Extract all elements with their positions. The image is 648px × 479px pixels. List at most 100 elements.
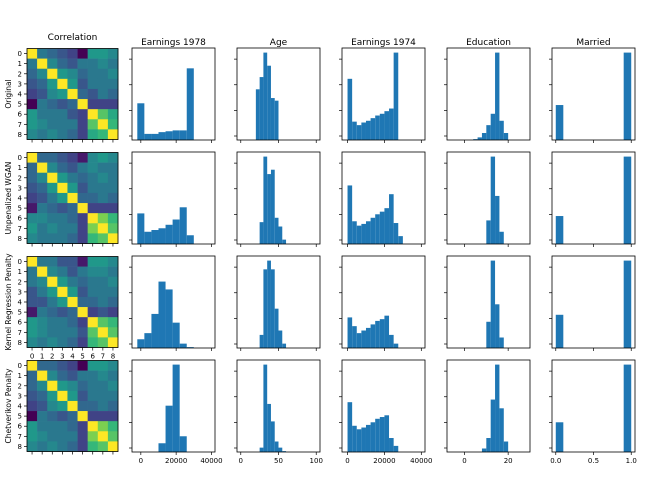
heatmap-cell	[57, 380, 68, 392]
heatmap-y-tick-label: 4	[18, 299, 23, 307]
heatmap-cell	[107, 88, 119, 100]
histogram-bar	[389, 194, 394, 244]
histogram-bar	[379, 417, 385, 452]
heatmap-cell	[57, 88, 68, 100]
heatmap-cell	[87, 400, 99, 412]
heatmap-cell	[57, 276, 68, 288]
heatmap-cell	[47, 152, 58, 163]
histogram-bar	[384, 111, 390, 140]
heatmap-cell	[107, 233, 119, 244]
row-label: Unpenalized WGAN	[4, 162, 13, 235]
heatmap-cell	[47, 129, 58, 140]
heatmap-cell	[87, 370, 99, 382]
histogram-frame	[236, 359, 321, 453]
heatmap-y-tick-label: 5	[18, 413, 22, 421]
heatmap-cell	[67, 172, 78, 184]
heatmap-cell	[97, 48, 109, 59]
heatmap-cell	[27, 233, 38, 244]
heatmap-cell	[37, 266, 48, 278]
heatmap-cell	[107, 223, 119, 234]
heatmap-cell	[97, 68, 109, 80]
heatmap-cell	[37, 360, 48, 371]
heatmap-cell	[27, 256, 38, 267]
heatmap-cell	[77, 266, 88, 278]
heatmap-cell	[107, 421, 119, 432]
heatmap-cell	[27, 431, 38, 442]
histogram-bar	[499, 337, 504, 348]
heatmap-cell	[67, 48, 78, 59]
heatmap-x-tick-label: 3	[60, 353, 64, 361]
heatmap-cell	[97, 203, 109, 214]
histogram-bar	[259, 77, 264, 140]
histogram-bar	[352, 425, 357, 452]
heatmap-cell	[107, 431, 119, 442]
heatmap-cell	[67, 390, 78, 402]
histogram-x-tick-label: 0	[345, 457, 349, 465]
histogram-bar	[361, 330, 366, 348]
heatmap-cell	[67, 296, 78, 308]
heatmap-cell	[107, 266, 119, 278]
heatmap-cell	[57, 109, 68, 120]
heatmap-cell	[87, 421, 99, 432]
heatmap-cell	[47, 327, 58, 338]
heatmap-cell	[67, 360, 78, 371]
heatmap-cell	[107, 182, 119, 194]
heatmap-cell	[97, 441, 109, 452]
heatmap-cell	[47, 192, 58, 204]
histogram-bar	[267, 403, 271, 452]
heatmap-y-tick-label: 0	[18, 154, 22, 162]
heatmap-cell	[67, 152, 78, 163]
heatmap-cell	[37, 317, 48, 328]
heatmap-cell	[97, 172, 109, 184]
heatmap-cell	[47, 48, 58, 59]
histogram-bar	[486, 321, 491, 348]
heatmap-y-tick-label: 2	[18, 278, 22, 286]
heatmap-cell	[77, 390, 88, 402]
histogram-bar	[375, 320, 380, 348]
heatmap-cell	[47, 99, 58, 110]
heatmap-cell	[67, 203, 78, 214]
histogram-bar	[270, 98, 275, 140]
heatmap-cell	[37, 400, 48, 412]
histogram-bar	[361, 122, 366, 140]
heatmap-x-tick-label: 6	[90, 353, 95, 361]
heatmap-cell	[87, 182, 99, 194]
heatmap-cell	[47, 256, 58, 267]
heatmap-cell	[107, 327, 119, 338]
heatmap-cell	[107, 119, 119, 130]
histogram-bar	[477, 137, 482, 140]
histogram-bar	[361, 427, 366, 452]
heatmap-cell	[47, 68, 58, 80]
heatmap-cell	[87, 172, 99, 184]
heatmap-cell	[87, 58, 99, 70]
heatmap-cell	[77, 286, 88, 298]
histogram-bar	[263, 52, 268, 140]
histogram-x-tick-label: 0	[239, 457, 243, 465]
histogram-bar	[347, 78, 353, 140]
heatmap-cell	[57, 370, 68, 382]
heatmap-cell	[37, 327, 48, 338]
histogram-bar	[259, 222, 264, 244]
heatmap-cell	[97, 119, 109, 130]
heatmap-cell	[87, 192, 99, 204]
histogram-bar	[352, 326, 357, 348]
heatmap-cell	[77, 296, 88, 308]
heatmap-cell	[77, 327, 88, 338]
histogram-bar	[267, 65, 271, 140]
heatmap-cell	[27, 48, 38, 59]
heatmap-cell	[27, 286, 38, 298]
heatmap-cell	[47, 233, 58, 244]
heatmap-cell	[37, 421, 48, 432]
histogram-x-tick-label: 1.0	[626, 457, 637, 465]
heatmap-cell	[77, 99, 88, 110]
heatmap-cell	[97, 286, 109, 298]
histogram-frame	[341, 255, 426, 349]
heatmap-cell	[57, 213, 68, 224]
histogram-bar	[490, 399, 496, 452]
heatmap-y-tick-label: 7	[18, 329, 22, 337]
heatmap-cell	[47, 380, 58, 392]
heatmap-cell	[77, 233, 88, 244]
heatmap-cell	[27, 337, 38, 348]
heatmap-cell	[77, 256, 88, 267]
